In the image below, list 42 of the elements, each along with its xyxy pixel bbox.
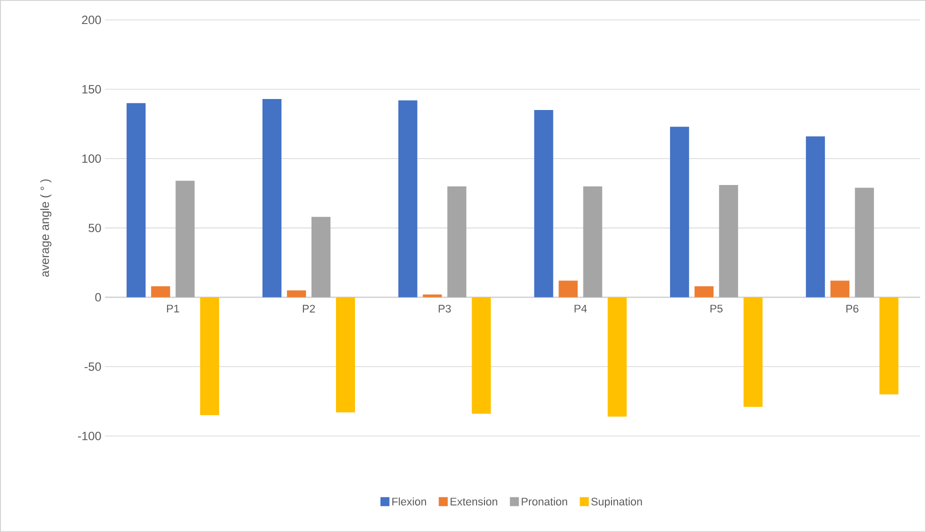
- x-tick-label: P6: [846, 304, 858, 313]
- y-tick-label: -100: [78, 432, 101, 440]
- bar: [200, 297, 220, 416]
- bar: [262, 98, 282, 298]
- y-tick-label: 150: [82, 85, 101, 94]
- bar: [447, 186, 466, 298]
- y-tick-label: -50: [84, 362, 101, 371]
- bar: [670, 126, 690, 298]
- bar: [286, 290, 306, 298]
- x-tick-label: P2: [302, 304, 315, 313]
- x-tick-label: P3: [438, 304, 451, 313]
- legend-label: Supination: [591, 497, 642, 508]
- bar: [583, 186, 602, 298]
- bar: [336, 297, 355, 412]
- bar: [719, 184, 738, 298]
- bar: [398, 100, 418, 298]
- x-tick-label: P1: [167, 304, 180, 312]
- bar: [126, 103, 146, 298]
- legend-label: Pronation: [522, 497, 568, 506]
- y-axis-title: average angle ( ° ): [40, 180, 52, 277]
- bar: [534, 110, 554, 298]
- legend-label: Flexion: [392, 497, 426, 506]
- bar: [854, 188, 874, 298]
- bar: [694, 286, 714, 298]
- legend-label: Extension: [450, 497, 498, 506]
- bar: [744, 297, 763, 407]
- y-tick-label: 100: [82, 154, 101, 163]
- x-tick-label: P5: [710, 304, 723, 313]
- bar: [311, 216, 330, 298]
- y-tick-label: 0: [95, 293, 101, 302]
- y-tick-label: 200: [82, 16, 101, 24]
- x-tick-label: P4: [574, 304, 587, 312]
- bar: [176, 180, 195, 298]
- bar: [558, 280, 578, 298]
- y-tick-label: 50: [88, 224, 101, 232]
- bar: [608, 297, 627, 417]
- bar: [151, 286, 170, 298]
- bar: [830, 280, 850, 298]
- bar: [472, 297, 491, 414]
- bar: [879, 297, 898, 394]
- bar: [806, 136, 825, 298]
- bar: [422, 294, 442, 298]
